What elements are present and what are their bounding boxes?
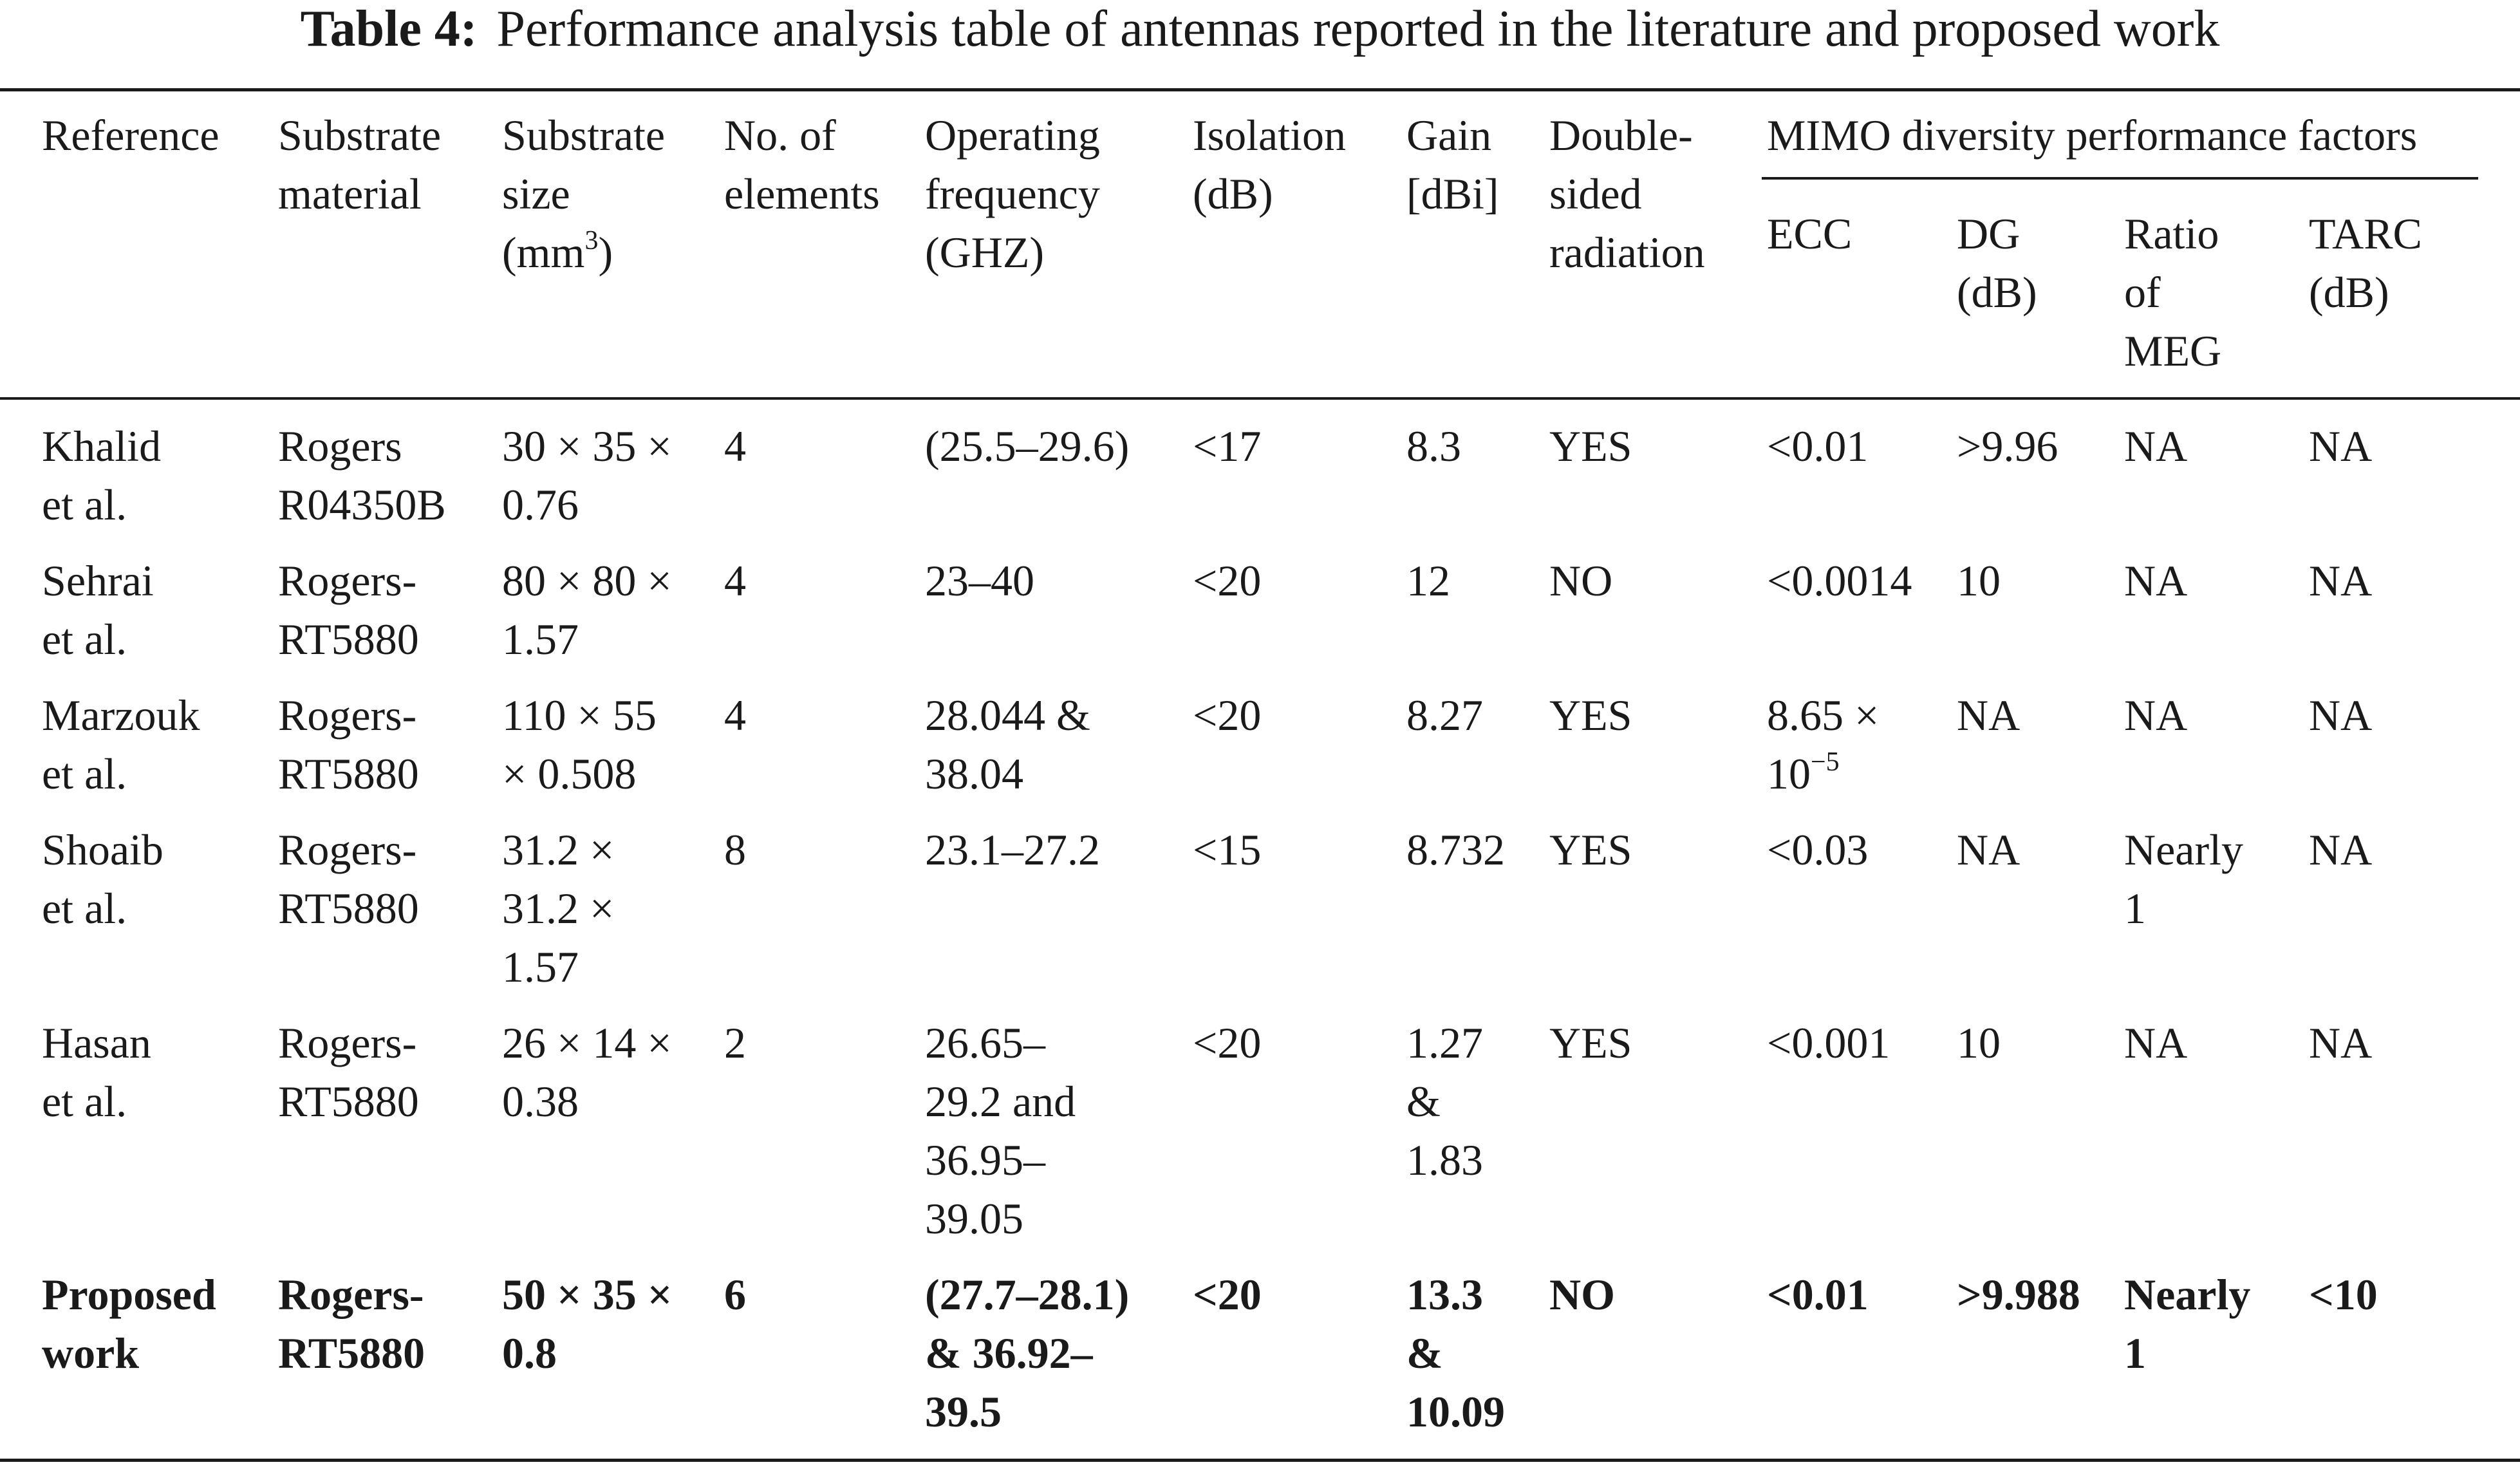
header-substrate-size: Substrate size (mm3) xyxy=(502,111,666,277)
cell-ecc: <0.01 xyxy=(1767,422,1869,471)
header-gain: Gain [dBi] xyxy=(1406,111,1499,218)
cell-gain: 12 xyxy=(1406,556,1450,605)
cell-radiation: NO xyxy=(1549,1270,1615,1319)
cell-meg: NA xyxy=(2124,556,2188,605)
table-caption: Table 4: Performance analysis table of an… xyxy=(0,0,2520,58)
cell-meg: NA xyxy=(2124,422,2188,471)
cell-size: 30 × 35 × 0.76 xyxy=(502,422,672,529)
header-ecc: ECC xyxy=(1767,209,1853,258)
cell-radiation: NO xyxy=(1549,556,1613,605)
cell-tarc: NA xyxy=(2309,556,2373,605)
header-frequency: Operating frequency (GHZ) xyxy=(925,111,1100,277)
cell-ecc: <0.01 xyxy=(1767,1270,1869,1319)
cell-material: Rogers R04350B xyxy=(278,422,446,529)
cell-meg: Nearly 1 xyxy=(2124,825,2244,933)
cell-tarc: NA xyxy=(2309,422,2373,471)
cell-material: Rogers- RT5880 xyxy=(278,556,419,664)
cell-ecc: <0.001 xyxy=(1767,1018,1890,1067)
cell-isolation: <17 xyxy=(1193,422,1262,471)
cell-size: 50 × 35 × 0.8 xyxy=(502,1270,673,1378)
cell-reference: Shoaib et al. xyxy=(42,825,163,933)
cell-size: 31.2 × 31.2 × 1.57 xyxy=(502,825,615,991)
table-top-rule xyxy=(0,88,2520,91)
header-substrate-material: Substrate material xyxy=(278,111,442,218)
cell-frequency: (27.7–28.1) & 36.92– 39.5 xyxy=(925,1270,1130,1436)
cell-material: Rogers- RT5880 xyxy=(278,825,419,933)
cell-meg: Nearly 1 xyxy=(2124,1270,2251,1378)
cell-ecc: <0.03 xyxy=(1767,825,1869,874)
cell-radiation: YES xyxy=(1549,422,1632,471)
header-dg: DG (dB) xyxy=(1957,209,2037,317)
cell-reference: Marzouk et al. xyxy=(42,691,200,798)
cell-radiation: YES xyxy=(1549,1018,1632,1067)
cell-elements: 8 xyxy=(724,825,746,874)
cell-gain: 8.27 xyxy=(1406,691,1483,740)
cell-material: Rogers- RT5880 xyxy=(278,1270,425,1378)
cell-isolation: <20 xyxy=(1193,691,1262,740)
cell-elements: 6 xyxy=(724,1270,746,1319)
cell-frequency: 23.1–27.2 xyxy=(925,825,1100,874)
caption-text: Performance analysis table of antennas r… xyxy=(496,1,2220,57)
cell-tarc: NA xyxy=(2309,691,2373,740)
cell-gain: 13.3 & 10.09 xyxy=(1406,1270,1505,1436)
header-mimo-group: MIMO diversity performance factors xyxy=(1767,111,2418,160)
cell-frequency: 28.044 & 38.04 xyxy=(925,691,1090,798)
cell-radiation: YES xyxy=(1549,825,1632,874)
cell-reference: Proposed work xyxy=(42,1270,216,1378)
cell-elements: 2 xyxy=(724,1018,746,1067)
cell-isolation: <20 xyxy=(1193,1018,1262,1067)
cell-ecc: 8.65 × 10−5 xyxy=(1767,691,1880,798)
cell-reference: Hasan et al. xyxy=(42,1018,151,1126)
caption-label: Table 4: xyxy=(300,1,478,57)
cell-size: 26 × 14 × 0.38 xyxy=(502,1018,672,1126)
cell-isolation: <20 xyxy=(1193,556,1262,605)
header-bottom-rule xyxy=(0,397,2520,400)
cell-frequency: (25.5–29.6) xyxy=(925,422,1130,471)
cell-reference: Khalid et al. xyxy=(42,422,162,529)
cell-gain: 1.27 & 1.83 xyxy=(1406,1018,1483,1184)
cell-gain: 8.732 xyxy=(1406,825,1505,874)
cell-elements: 4 xyxy=(724,556,746,605)
cell-dg: NA xyxy=(1957,825,2021,874)
cell-ecc: <0.0014 xyxy=(1767,556,1912,605)
cell-tarc: NA xyxy=(2309,1018,2373,1067)
cell-gain: 8.3 xyxy=(1406,422,1461,471)
cell-meg: NA xyxy=(2124,1018,2188,1067)
header-meg: Ratio of MEG xyxy=(2124,209,2222,375)
cell-material: Rogers- RT5880 xyxy=(278,1018,419,1126)
header-radiation: Double- sided radiation xyxy=(1549,111,1705,277)
cell-radiation: YES xyxy=(1549,691,1632,740)
cell-tarc: <10 xyxy=(2309,1270,2378,1319)
cell-dg: 10 xyxy=(1957,1018,2001,1067)
cell-tarc: NA xyxy=(2309,825,2373,874)
cell-frequency: 26.65– 29.2 and 36.95– 39.05 xyxy=(925,1018,1076,1243)
table-bottom-rule xyxy=(0,1459,2520,1462)
cell-dg: >9.988 xyxy=(1957,1270,2080,1319)
cell-meg: NA xyxy=(2124,691,2188,740)
cell-dg: >9.96 xyxy=(1957,422,2058,471)
cell-dg: 10 xyxy=(1957,556,2001,605)
cell-size: 80 × 80 × 1.57 xyxy=(502,556,672,664)
cell-elements: 4 xyxy=(724,691,746,740)
header-reference: Reference xyxy=(42,111,219,160)
mimo-group-rule xyxy=(1762,177,2478,180)
header-elements: No. of elements xyxy=(724,111,880,218)
cell-dg: NA xyxy=(1957,691,2021,740)
cell-material: Rogers- RT5880 xyxy=(278,691,419,798)
cell-elements: 4 xyxy=(724,422,746,471)
cell-reference: Sehrai et al. xyxy=(42,556,154,664)
header-tarc: TARC (dB) xyxy=(2309,209,2422,317)
cell-isolation: <20 xyxy=(1193,1270,1262,1319)
header-isolation: Isolation (dB) xyxy=(1193,111,1346,218)
cell-size: 110 × 55 × 0.508 xyxy=(502,691,657,798)
cell-isolation: <15 xyxy=(1193,825,1262,874)
cell-frequency: 23–40 xyxy=(925,556,1034,605)
